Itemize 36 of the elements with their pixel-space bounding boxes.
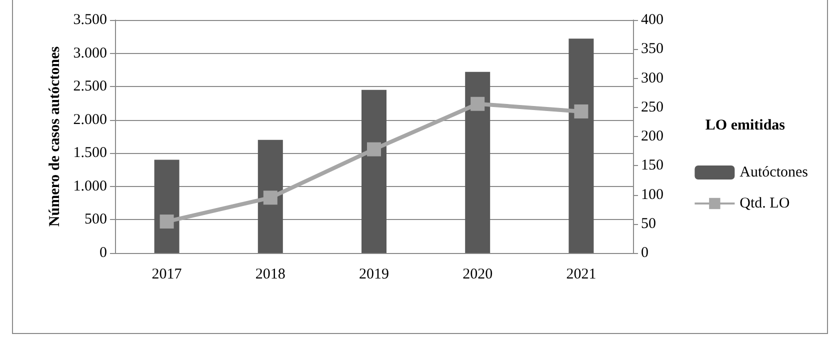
y2-tick-label: 150 [641, 158, 664, 174]
y2-tick-label: 200 [641, 128, 664, 144]
point [470, 96, 485, 111]
x-tick-label: 2018 [255, 266, 286, 282]
x-tick-label: 2017 [152, 266, 182, 282]
y2-tick-label: 0 [641, 245, 648, 261]
legend-title: LO emitidas [705, 118, 786, 134]
y-axis-title: Número de casos autóctones [46, 46, 63, 227]
point [367, 142, 381, 156]
x-tick-label: 2020 [462, 266, 493, 282]
y-tick-label: 1.000 [73, 178, 107, 194]
y-tick-label: 500 [84, 212, 107, 228]
y2-tick-label: 350 [641, 41, 664, 58]
y-tick-label: 2.000 [73, 112, 107, 128]
y-tick-label: 2.500 [73, 78, 107, 95]
x-tick-label: 2021 [566, 266, 596, 282]
bar [568, 38, 594, 253]
point [574, 104, 588, 118]
y-tick-label: 3.500 [73, 12, 107, 28]
y-tick-label: 1.500 [73, 145, 107, 162]
bar [465, 72, 490, 253]
bar [258, 140, 283, 253]
y2-tick-label: 250 [641, 99, 664, 116]
x-tick-label: 2019 [359, 266, 389, 282]
legend-label: Autóctones [740, 164, 808, 180]
y2-tick-label: 50 [641, 216, 656, 232]
legend-label: Qtd. LO [740, 196, 790, 212]
bar [154, 160, 180, 253]
point [263, 190, 278, 205]
y-tick-label: 0 [100, 245, 107, 261]
y2-tick-label: 100 [641, 186, 664, 203]
y2-tick-label: 400 [641, 12, 664, 28]
y-tick-label: 3.000 [73, 45, 107, 62]
point [160, 214, 174, 229]
y2-tick-label: 300 [641, 70, 664, 86]
bar [362, 90, 386, 253]
